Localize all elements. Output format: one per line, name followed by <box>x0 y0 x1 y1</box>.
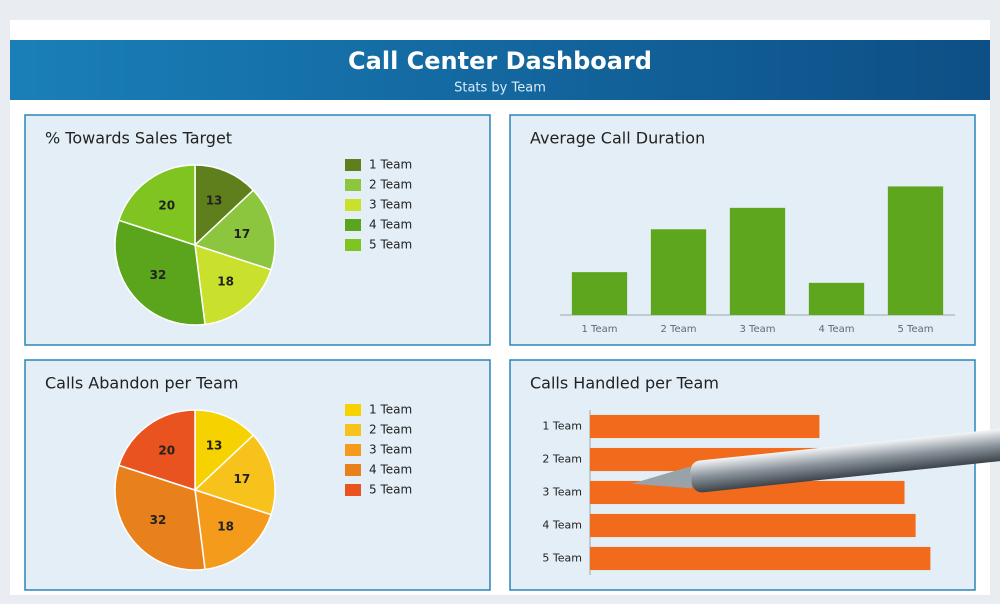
legend-swatch <box>345 199 361 211</box>
header-subtitle: Stats by Team <box>454 81 546 96</box>
legend-swatch <box>345 464 361 476</box>
x-tick-label: 2 Team <box>661 324 697 335</box>
bar <box>590 480 905 505</box>
legend-swatch <box>345 159 361 171</box>
slice-label: 13 <box>206 193 223 207</box>
bar <box>808 282 865 315</box>
chart-title: Calls Handled per Team <box>530 374 719 393</box>
pie-slice <box>194 488 273 571</box>
legend-label: 1 Team <box>369 158 412 172</box>
legend-label: 5 Team <box>369 483 412 497</box>
pen <box>631 428 1000 493</box>
pie-slice <box>194 409 255 492</box>
pie-slice <box>193 434 276 516</box>
y-tick-label: 2 Team <box>542 453 582 466</box>
x-tick-label: 5 Team <box>898 324 934 335</box>
y-tick-label: 3 Team <box>542 486 582 499</box>
chart-title: Average Call Duration <box>530 129 705 148</box>
slice-label: 18 <box>217 274 234 288</box>
slice-label: 17 <box>233 472 250 486</box>
x-tick-label: 4 Team <box>819 324 855 335</box>
legend-label: 2 Team <box>369 423 412 437</box>
y-tick-label: 1 Team <box>542 420 582 433</box>
pie-slice <box>117 409 196 492</box>
bar <box>590 546 931 571</box>
bar <box>571 272 628 315</box>
pie-slice <box>114 219 206 326</box>
legend-swatch <box>345 239 361 251</box>
bar <box>590 513 916 538</box>
legend-swatch <box>345 219 361 231</box>
pen-body <box>690 428 1000 493</box>
legend-label: 4 Team <box>369 463 412 477</box>
chart-title: % Towards Sales Target <box>45 129 232 148</box>
legend-label: 3 Team <box>369 443 412 457</box>
legend-label: 2 Team <box>369 178 412 192</box>
legend-label: 3 Team <box>369 198 412 212</box>
pie-slice <box>117 164 196 247</box>
slice-label: 17 <box>233 227 250 241</box>
pie-slice <box>194 164 255 247</box>
y-tick-label: 5 Team <box>542 552 582 565</box>
legend-label: 1 Team <box>369 403 412 417</box>
pie-slice <box>194 243 273 326</box>
bar <box>650 229 707 315</box>
bar <box>729 207 786 315</box>
pie-slice <box>114 464 206 571</box>
slice-label: 32 <box>150 513 167 527</box>
legend-label: 5 Team <box>369 238 412 252</box>
slice-label: 20 <box>158 199 175 213</box>
slice-label: 20 <box>158 444 175 458</box>
bar <box>590 414 820 439</box>
x-tick-label: 3 Team <box>740 324 776 335</box>
bar <box>887 186 944 315</box>
x-tick-label: 1 Team <box>582 324 618 335</box>
legend-swatch <box>345 179 361 191</box>
slice-label: 32 <box>150 268 167 282</box>
charts: % Towards Sales Target 13 17 18 32 20 1 Team 2 … <box>24 114 976 591</box>
legend-swatch <box>345 424 361 436</box>
legend-swatch <box>345 444 361 456</box>
pen-tip <box>631 466 693 489</box>
header-band <box>10 40 990 100</box>
chart-title: Calls Abandon per Team <box>45 374 238 393</box>
y-tick-label: 4 Team <box>542 519 582 532</box>
pie-slice <box>193 189 276 271</box>
legend-label: 4 Team <box>369 218 412 232</box>
legend-swatch <box>345 404 361 416</box>
header-title: Call Center Dashboard <box>348 47 652 75</box>
legend-swatch <box>345 484 361 496</box>
slice-label: 13 <box>206 438 223 452</box>
slice-label: 18 <box>217 519 234 533</box>
